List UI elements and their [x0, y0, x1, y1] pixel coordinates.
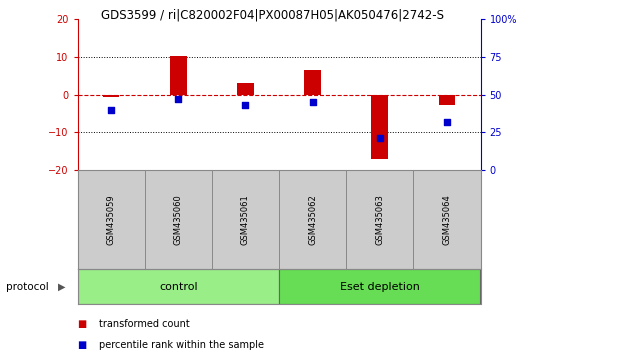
Text: percentile rank within the sample: percentile rank within the sample: [99, 340, 264, 350]
Text: GSM435061: GSM435061: [241, 194, 250, 245]
Bar: [237, 84, 254, 95]
Text: protocol: protocol: [6, 282, 49, 292]
Bar: [438, 95, 455, 105]
Bar: [304, 70, 321, 95]
Point: [241, 102, 250, 108]
Text: GSM435064: GSM435064: [443, 194, 451, 245]
Text: control: control: [159, 282, 198, 292]
Text: GSM435059: GSM435059: [107, 194, 115, 245]
Text: ■: ■: [78, 340, 87, 350]
Bar: [279, 269, 480, 304]
Bar: [78, 269, 279, 304]
Text: GDS3599 / ri|C820002F04|PX00087H05|AK050476|2742-S: GDS3599 / ri|C820002F04|PX00087H05|AK050…: [101, 9, 445, 22]
Point: [106, 107, 116, 113]
Bar: [371, 95, 388, 159]
Text: ■: ■: [78, 319, 87, 329]
Text: GSM435062: GSM435062: [308, 194, 317, 245]
Point: [374, 136, 384, 141]
Text: GSM435060: GSM435060: [174, 194, 183, 245]
Point: [308, 99, 317, 105]
Text: ▶: ▶: [58, 282, 66, 292]
Text: Eset depletion: Eset depletion: [340, 282, 420, 292]
Bar: [170, 56, 187, 95]
Point: [442, 119, 452, 125]
Bar: [103, 95, 120, 97]
Point: [173, 96, 184, 102]
Text: transformed count: transformed count: [99, 319, 190, 329]
Text: GSM435063: GSM435063: [375, 194, 384, 245]
